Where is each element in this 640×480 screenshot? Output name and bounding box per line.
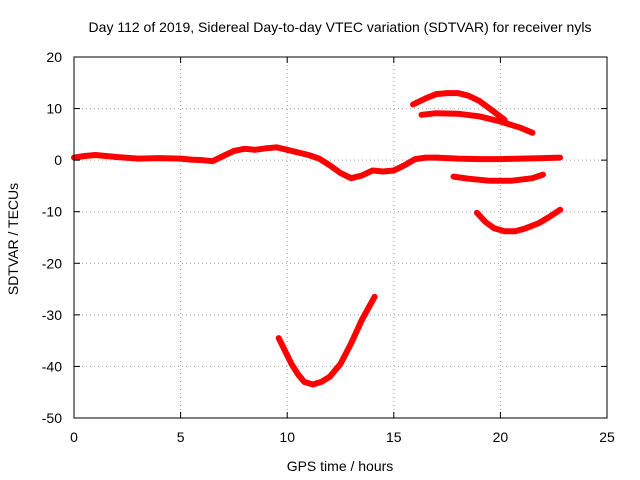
series-arc-lower: [450, 171, 546, 184]
series-main: [71, 144, 564, 182]
series-layer: [71, 90, 564, 388]
y-axis-label: SDTVAR / TECUs: [5, 183, 21, 295]
y-tick-label: -30: [42, 307, 62, 323]
y-tick-label: -10: [42, 204, 62, 220]
series-arc-top: [410, 90, 508, 123]
x-tick-label: 15: [386, 429, 402, 445]
y-tick-label: -40: [42, 358, 62, 374]
y-tick-label: -50: [42, 410, 62, 426]
y-tick-label: 20: [46, 49, 62, 65]
x-tick-label: 5: [177, 429, 185, 445]
x-tick-label: 0: [70, 429, 78, 445]
y-tick-labels: -50 -40 -30 -20 -10 0 10 20: [42, 49, 62, 426]
y-tick-label: -20: [42, 255, 62, 271]
chart-title: Day 112 of 2019, Sidereal Day-to-day VTE…: [89, 19, 592, 35]
x-tick-label: 20: [493, 429, 509, 445]
series-arc-upper: [418, 110, 536, 136]
series-dip: [275, 293, 378, 388]
x-tick-label: 25: [599, 429, 615, 445]
plot-frame: [73, 56, 608, 419]
y-tick-label: 10: [46, 101, 62, 117]
y-tick-label: 0: [54, 152, 62, 168]
x-tick-label: 10: [279, 429, 295, 445]
series-arc-bottom: [473, 206, 564, 235]
x-axis-label: GPS time / hours: [287, 458, 394, 474]
x-tick-labels: 0 5 10 15 20 25: [70, 429, 615, 445]
